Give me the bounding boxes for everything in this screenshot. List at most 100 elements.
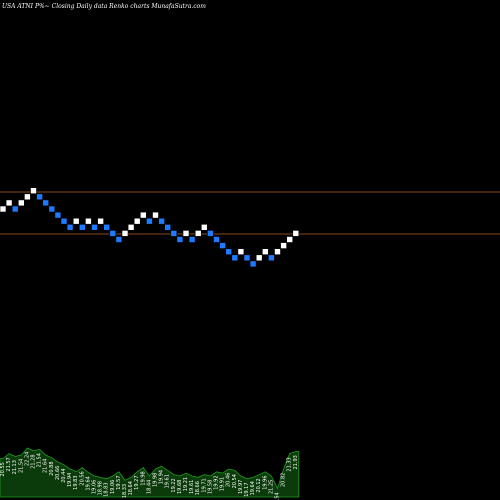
volume-label: 19.61 — [165, 474, 171, 488]
renko-brick-up — [5, 199, 13, 207]
volume-label: 19.96 — [262, 475, 268, 489]
volume-label: 19.91 — [220, 477, 226, 491]
volume-label: 19.27 — [134, 475, 140, 489]
renko-brick-up — [133, 217, 141, 225]
volume-label: 20.55 — [0, 462, 6, 476]
renko-bricks — [0, 187, 300, 268]
renko-brick-down — [66, 224, 74, 231]
volume-label: 21.25 — [268, 480, 274, 494]
volume-label: 21.33 — [287, 457, 293, 471]
renko-brick-up — [280, 242, 287, 249]
volume-label: 20.54 — [275, 492, 281, 500]
renko-brick-down — [146, 217, 153, 225]
volume-label: 22.24 — [24, 452, 30, 466]
renko-brick-down — [268, 254, 275, 262]
level-lines — [0, 191, 500, 235]
volume-label: 21.54 — [18, 459, 24, 473]
volume-label: 19.92 — [214, 475, 220, 489]
volume-label: 18.44 — [146, 480, 152, 494]
volume-label: 19.68 — [177, 480, 183, 494]
renko-brick-up — [140, 211, 147, 219]
volume-label: 20.66 — [55, 466, 61, 480]
volume-label: 20.12 — [256, 478, 262, 492]
renko-brick-up — [72, 217, 80, 225]
volume-label: 19.71 — [201, 478, 207, 492]
volume-label: 20.46 — [226, 473, 232, 487]
volume-label: 21.13 — [12, 460, 18, 474]
volume-area — [0, 447, 300, 498]
volume-label: 19.64 — [85, 476, 91, 490]
volume-label: 20.88 — [49, 461, 55, 475]
volume-label: 18.33 — [122, 484, 128, 498]
volume-label: 19.58 — [207, 480, 213, 494]
renko-brick-down — [91, 224, 98, 231]
volume-label: 20.56 — [79, 471, 85, 485]
renko-brick-down — [219, 242, 226, 249]
volume-label: 19.97 — [238, 480, 244, 494]
renko-brick-up — [152, 211, 159, 219]
volume-label: 19.57 — [116, 475, 122, 489]
volume-label: 19.22 — [171, 478, 177, 492]
renko-brick-up — [121, 230, 129, 237]
renko-brick-down — [42, 199, 50, 207]
renko-brick-up — [0, 205, 7, 213]
renko-brick-up — [261, 248, 269, 255]
volume-label: 19.06 — [92, 480, 98, 494]
renko-brick-up — [97, 217, 104, 225]
volume-label: 19.64 — [250, 481, 256, 495]
volume-label: 21.64 — [43, 459, 49, 473]
volume-label: 19.06 — [110, 480, 116, 494]
renko-brick-down — [79, 224, 86, 231]
renko-brick-down — [170, 230, 178, 237]
renko-brick-down — [188, 236, 196, 243]
chart-title: USA ATNI P%~ Closing Daily data Renko ch… — [2, 3, 206, 10]
volume-label: 20.44 — [61, 468, 67, 482]
renko-brick-up — [201, 224, 208, 231]
renko-brick-down — [36, 193, 43, 201]
volume-label: 19.61 — [189, 480, 195, 494]
renko-brick-down — [54, 211, 62, 219]
renko-brick-down — [176, 236, 184, 243]
renko-brick-down — [158, 217, 165, 225]
renko-brick-down — [48, 205, 56, 213]
volume-panel: 20.55 21.57 21.13 21.54 22.24 21.28 21.54 21.64… — [0, 447, 300, 500]
renko-brick-up — [17, 199, 25, 207]
volume-label: 19.98 — [153, 473, 159, 487]
volume-label: 20.82 — [281, 473, 287, 487]
renko-brick-up — [292, 230, 300, 237]
volume-label: 19.98 — [140, 471, 146, 485]
volume-label: 19.94 — [159, 470, 165, 484]
renko-brick-down — [11, 205, 19, 213]
volume-label: 21.28 — [31, 454, 37, 468]
volume-label: 18.64 — [128, 481, 134, 495]
renko-brick-down — [249, 260, 257, 268]
renko-brick-down — [60, 217, 68, 225]
volume-label: 18.83 — [104, 482, 110, 496]
renko-brick-up — [237, 248, 245, 255]
renko-brick-up — [286, 236, 294, 243]
volume-label: 19.83 — [73, 475, 79, 489]
volume-label: 19.94 — [67, 473, 73, 487]
volume-label: 19.21 — [183, 477, 189, 491]
renko-brick-down — [207, 230, 214, 237]
volume-label: 19.17 — [244, 482, 250, 496]
volume-label: 20.54 — [232, 474, 238, 488]
renko-brick-down — [231, 254, 239, 262]
renko-brick-down — [115, 236, 123, 243]
renko-brick-up — [182, 230, 190, 237]
renko-brick-down — [103, 224, 110, 231]
renko-brick-down — [225, 248, 232, 255]
renko-brick-down — [213, 236, 220, 243]
renko-brick-down — [243, 254, 251, 262]
renko-brick-up — [274, 248, 281, 255]
renko-brick-up — [127, 224, 135, 231]
renko-brick-up — [30, 187, 37, 194]
volume-label: 21.57 — [6, 457, 12, 471]
volume-label: 21.93 — [293, 455, 299, 469]
volume-label: 18.98 — [98, 481, 104, 495]
volume-label: 21.54 — [37, 453, 43, 467]
renko-brick-down — [164, 224, 171, 231]
volume-label: 18.66 — [195, 481, 201, 495]
renko-brick-up — [255, 254, 263, 262]
